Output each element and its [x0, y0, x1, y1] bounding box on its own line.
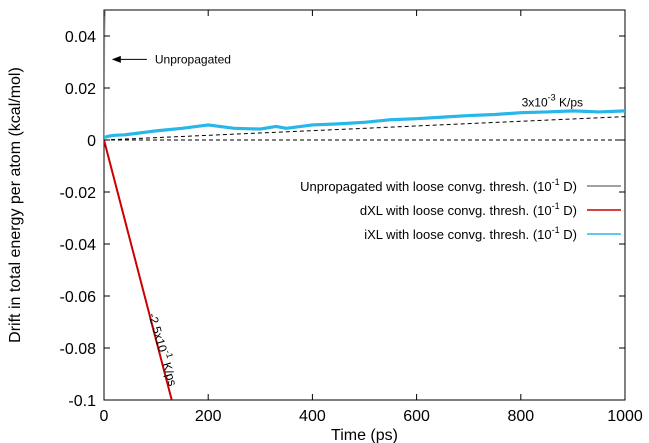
annotations: Unpropagated 3x10-3 K/ps -2.5x10-1 K/ps: [111, 52, 583, 388]
y-tick-label: 0.04: [65, 29, 96, 46]
annotation-slope-dxl: -2.5x10-1 K/ps: [145, 310, 182, 387]
y-tick-label: 0.02: [65, 81, 96, 98]
ticks: 0 200 400 600 800 1000 0.04 0.02 0 -0.02 -0.04 -0.0…: [60, 10, 643, 425]
x-tick-label: 200: [195, 408, 222, 425]
x-axis-title: Time (ps): [331, 427, 398, 443]
y-tick-label: 0: [87, 133, 96, 150]
x-tick-label: 600: [403, 408, 430, 425]
y-tick-label: -0.1: [68, 393, 96, 410]
x-tick-label: 1000: [607, 408, 643, 425]
annotation-arrow-head: [111, 55, 121, 63]
series-line-3: [104, 109, 625, 139]
annotation-unpropagated: Unpropagated: [155, 52, 231, 66]
y-axis-title: Drift in total energy per atom (kcal/mol…: [7, 67, 24, 343]
x-tick-label: 800: [507, 408, 534, 425]
legend-label-2: dXL with loose convg. thresh. (10-1 D): [360, 201, 577, 218]
axes-frame: [103, 9, 626, 401]
y-tick-label: -0.08: [60, 341, 97, 358]
series-line-1: [104, 10, 106, 141]
reference-line: [103, 116, 626, 141]
series-line-2: [104, 139, 173, 400]
legend-label-3: iXL with loose convg. thresh. (10-1 D): [364, 225, 577, 242]
y-tick-label: -0.06: [60, 289, 97, 306]
legend: Unpropagated with loose convg. thresh. (…: [300, 177, 621, 242]
annotation-slope-ixl: 3x10-3 K/ps: [522, 92, 583, 109]
series-layer: [104, 10, 625, 400]
plot-border: [103, 9, 626, 401]
reference-lines: [103, 116, 626, 141]
x-tick-label: 0: [100, 408, 109, 425]
y-tick-label: -0.04: [60, 237, 97, 254]
y-tick-label: -0.02: [60, 185, 97, 202]
x-tick-label: 400: [299, 408, 326, 425]
legend-label-1: Unpropagated with loose convg. thresh. (…: [300, 177, 577, 194]
